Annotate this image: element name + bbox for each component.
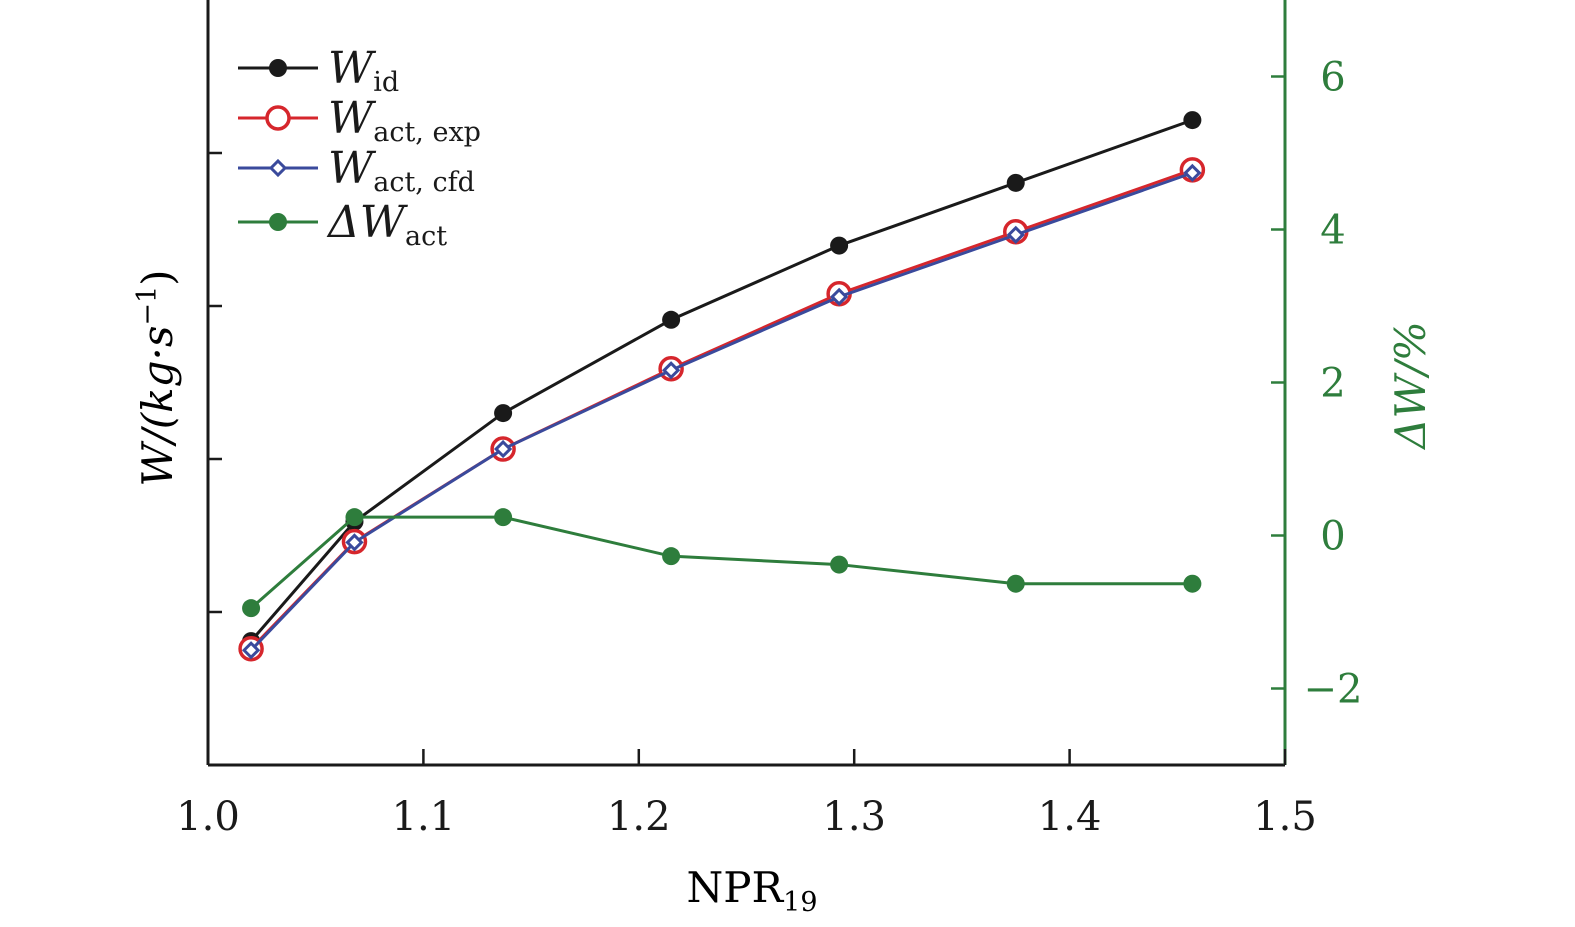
data-point [830, 236, 849, 255]
legend-label-main: W [328, 93, 377, 144]
legend-label: Wact, cfd [328, 143, 475, 198]
legend-label-sub: act, exp [373, 117, 481, 148]
data-point [1006, 574, 1025, 593]
data-point [265, 105, 291, 131]
data-point [345, 508, 364, 527]
x-tick-label: 1.1 [392, 794, 456, 840]
data-point [269, 59, 287, 77]
x-tick-label: 1.3 [822, 794, 886, 840]
x-axis-title-sub: 19 [783, 887, 817, 918]
legend-label: Wact, exp [328, 93, 481, 148]
legend-item-0: Wid [238, 43, 399, 98]
y-axis-left-title-close: ) [133, 269, 182, 285]
x-tick-label: 1.0 [176, 794, 240, 840]
x-tick-label: 1.2 [607, 794, 671, 840]
x-axis-title-main: NPR [687, 863, 785, 912]
y-right-tick-label: −2 [1304, 667, 1363, 713]
data-point [1183, 111, 1202, 130]
y-right-tick-label: 4 [1320, 208, 1345, 254]
series-3 [242, 508, 1202, 618]
legend-item-3: ΔWact [238, 197, 447, 252]
data-point [493, 439, 513, 459]
legend-label-sub: id [373, 67, 399, 98]
data-point [662, 310, 681, 329]
data-point [241, 641, 261, 660]
data-point [494, 404, 513, 423]
series-line [250, 515, 1193, 610]
data-point [268, 158, 288, 178]
data-point [1183, 163, 1202, 183]
data-point [242, 599, 261, 618]
legend-label-main: W [328, 43, 377, 94]
y-axis-left-title: W/(kg·s−1) [132, 269, 182, 486]
legend-label-sub: act, cfd [373, 167, 475, 198]
data-point [830, 555, 849, 574]
y-axis-right-title: ΔW/% [1386, 321, 1435, 451]
legend-label-main: W [328, 143, 377, 194]
legend-label-main: ΔW [326, 197, 409, 248]
legend-item-2: Wact, cfd [238, 143, 475, 198]
data-point [1183, 574, 1202, 593]
x-tick-label: 1.5 [1253, 794, 1317, 840]
series-group [238, 111, 1206, 662]
data-point [494, 508, 513, 527]
data-point [269, 213, 287, 231]
data-point [345, 533, 364, 552]
y-axis-left-title-main: W/(kg·s [133, 326, 182, 487]
legend-label-sub: act [405, 221, 447, 252]
y-axis-left-title-sup: −1 [132, 286, 163, 326]
data-point [1006, 173, 1025, 192]
data-point [1006, 225, 1025, 244]
legend-label: ΔWact [326, 197, 447, 252]
y-right-tick-label: 6 [1320, 55, 1345, 101]
axes: 1.0 1.1 1.2 1.3 1.4 1.5 −2 0 2 4 6 [176, 0, 1362, 840]
x-tick-label: 1.4 [1038, 794, 1102, 840]
data-point [662, 547, 681, 566]
data-point [661, 361, 681, 380]
axis-titles: NPR19 W/(kg·s−1) ΔW/% [132, 269, 1435, 918]
legend-item-1: Wact, exp [238, 93, 481, 148]
series-2 [241, 163, 1202, 660]
x-axis-title: NPR19 [687, 863, 818, 918]
y-right-tick-label: 0 [1320, 514, 1345, 560]
y-right-tick-label: 2 [1320, 361, 1345, 407]
legend-label: Wid [328, 43, 399, 98]
data-point [830, 287, 849, 306]
